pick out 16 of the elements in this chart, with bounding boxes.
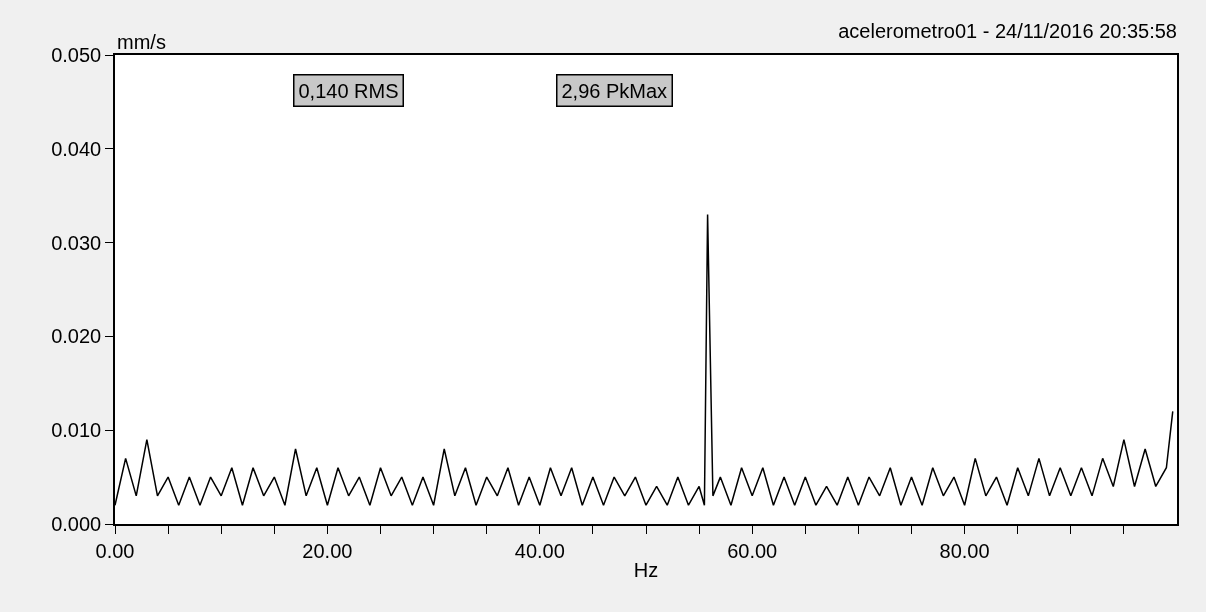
y-tick-label: 0.000 <box>51 513 102 535</box>
x-tick-label: 80.00 <box>939 539 990 562</box>
y-tick-label: 0.030 <box>51 231 102 254</box>
y-tick-label: 0.020 <box>51 325 102 348</box>
x-axis-title: Hz <box>633 558 659 581</box>
x-tick-label: 20.00 <box>302 539 353 562</box>
y-tick-label: 0.010 <box>51 419 102 442</box>
annotation: 2,96 PkMax <box>561 79 668 102</box>
y-tick-label: 0.050 <box>51 44 102 66</box>
y-axis-title: mm/s <box>117 31 166 53</box>
annotation: 0,140 RMS <box>298 79 399 102</box>
chart-title: acelerometro01 - 24/11/2016 20:35:58 <box>838 20 1177 42</box>
x-tick-label: 60.00 <box>727 539 778 562</box>
x-tick-label: 40.00 <box>514 539 565 562</box>
x-tick-label: 0.00 <box>95 539 135 562</box>
y-tick-label: 0.040 <box>51 137 102 160</box>
